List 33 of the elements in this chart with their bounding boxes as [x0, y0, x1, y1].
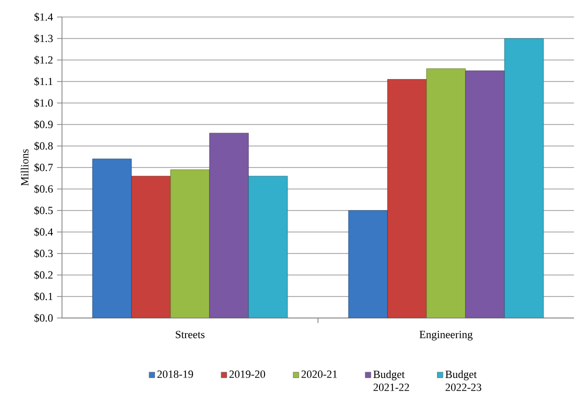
legend-label: Budget 2021-22 [373, 370, 410, 392]
y-tick-label: $0.9 [34, 120, 53, 129]
bar [131, 176, 171, 318]
bar [248, 176, 288, 318]
bar [387, 79, 427, 318]
legend-label: 2019-20 [229, 370, 266, 378]
y-tick-label: $0.6 [34, 184, 53, 194]
y-axis-title: Millions [20, 149, 28, 186]
bar [426, 68, 466, 318]
legend-label: 2018-19 [157, 370, 194, 378]
y-tick-label: $0.3 [34, 249, 53, 258]
bar [348, 210, 388, 318]
bar [465, 70, 505, 318]
x-tick-label: Streets [176, 330, 205, 338]
y-tick-label: $1.2 [34, 56, 53, 64]
x-tick-label: Engineering [420, 330, 473, 340]
y-tick-label: $0.5 [34, 206, 53, 215]
legend-label: 2020-21 [302, 370, 337, 378]
y-tick-label: $0.7 [34, 163, 53, 172]
y-tick-label: $0.1 [34, 292, 52, 301]
y-tick-label: $1.3 [34, 34, 53, 43]
y-tick-label: $0.4 [34, 228, 53, 236]
legend-label: Budget 2022-23 [445, 370, 482, 392]
bar [209, 132, 249, 318]
y-tick-label: $0.2 [34, 270, 53, 280]
bar [92, 158, 132, 318]
y-tick-label: $0.0 [34, 314, 53, 322]
y-tick-label: $1.0 [34, 98, 53, 108]
bar [170, 169, 210, 318]
bar [504, 38, 544, 318]
y-tick-label: $0.8 [34, 142, 53, 150]
y-tick-label: $1.4 [34, 12, 53, 22]
y-tick-label: $1.1 [34, 77, 52, 86]
